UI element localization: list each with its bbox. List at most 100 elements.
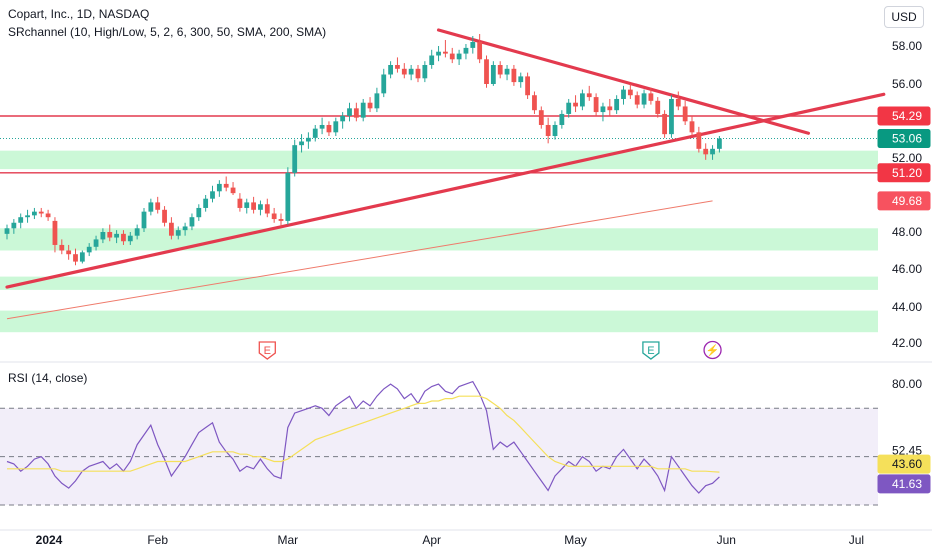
candle-body (532, 95, 537, 111)
price-tick-label: 56.00 (892, 77, 922, 91)
candle-body (484, 59, 489, 84)
candle-body (490, 65, 496, 84)
candle-body (11, 222, 17, 229)
indicator-legend[interactable]: SRchannel (10, High/Low, 5, 2, 6, 300, 5… (8, 25, 327, 39)
candle-body (408, 68, 414, 75)
sma-200 (6, 200, 713, 320)
candle-body (607, 106, 613, 111)
candle-body (210, 191, 215, 199)
candle-body (627, 89, 633, 96)
candle-body (367, 102, 373, 109)
candle-body (264, 204, 270, 214)
candle-body (703, 148, 709, 155)
earnings-icon (258, 341, 276, 360)
candle-body (504, 68, 510, 75)
candle-body (621, 89, 626, 99)
candle-body (717, 138, 722, 149)
time-tick-label: Mar (278, 533, 299, 547)
candle-body (162, 209, 167, 223)
candle-body (223, 183, 229, 188)
candle-body (306, 137, 311, 142)
candle-body (175, 230, 181, 236)
candle-body (696, 132, 702, 149)
candle-body (127, 235, 133, 242)
candle-body (580, 93, 585, 107)
candle-body (169, 222, 174, 236)
support-zone (0, 228, 878, 251)
rsi-tick-label: 80.00 (892, 377, 922, 391)
candle-body (196, 207, 202, 218)
candle-body (497, 65, 503, 75)
candle-body (449, 53, 455, 60)
candle-body (600, 106, 606, 113)
candlestick-series (4, 34, 722, 266)
candle-body (388, 65, 393, 75)
symbol-legend[interactable]: Copart, Inc., 1D, NASDAQ (8, 7, 150, 21)
candle-body (203, 198, 209, 208)
candle-body (422, 65, 428, 79)
candle-body (312, 128, 318, 138)
candle-body (38, 211, 44, 214)
sma-200-line (6, 200, 713, 320)
candle-body (415, 68, 421, 79)
candle-body (477, 42, 483, 60)
candle-body (141, 211, 147, 229)
candle-body (251, 202, 256, 210)
resistance-price-tag: 54.29 (892, 109, 922, 123)
candle-body (443, 51, 448, 54)
candle-body (374, 93, 380, 109)
time-tick-label: Jun (717, 533, 736, 547)
candle-body (285, 172, 291, 221)
candle-body (545, 124, 551, 136)
candle-body (593, 97, 599, 113)
candle-body (326, 124, 332, 133)
candle-body (381, 74, 387, 94)
candle-body (559, 113, 565, 125)
candle-body (552, 124, 558, 136)
candle-body (538, 110, 544, 125)
candle-body (237, 198, 243, 208)
candle-body (614, 98, 620, 111)
pane-separator (0, 361, 932, 531)
candle-body (675, 98, 681, 107)
candle-body (518, 76, 524, 83)
candle-body (347, 108, 352, 116)
rsi-series (6, 380, 720, 494)
candle-body (4, 228, 10, 234)
sma-price-tag: 49.68 (892, 194, 922, 208)
candle-body (299, 141, 304, 146)
candle-body (429, 55, 435, 65)
candle-body (258, 204, 263, 210)
price-tick-label: 58.00 (892, 39, 922, 53)
candle-body (59, 244, 65, 251)
candle-body (634, 95, 640, 105)
rsi-ma-tag-box (877, 454, 931, 474)
candle-body (32, 211, 37, 216)
rsi-tick-label: 52.45 (892, 444, 922, 458)
rsi-legend[interactable]: RSI (14, close) (8, 371, 88, 385)
candle-body (682, 106, 688, 122)
price-tick-label: 46.00 (892, 262, 922, 276)
candle-body (470, 42, 476, 48)
candle-body (73, 254, 78, 262)
earnings-icon (642, 341, 660, 360)
candle-body (511, 68, 517, 83)
trendline (436, 28, 811, 135)
price-tick-label: 52.00 (892, 151, 922, 165)
sma-price-tag-box (877, 191, 931, 211)
candle-body (278, 219, 284, 221)
time-axis: 2024 Feb Mar Apr May Jun Jul (36, 533, 864, 547)
currency-button[interactable]: USD (884, 6, 924, 28)
rsi-line (6, 380, 720, 494)
rsi-ma-tag: 43.60 (892, 457, 922, 471)
candle-body (244, 202, 250, 208)
resistance-price-tag-box (877, 106, 931, 126)
candle-body (45, 213, 51, 218)
candle-body (148, 202, 154, 212)
candle-body (710, 148, 715, 155)
last-price-tag: 53.06 (892, 132, 922, 146)
price-tags: 54.29 53.06 51.20 49.68 43.60 41.63 (877, 106, 931, 494)
support-zone (0, 310, 878, 333)
candle-body (25, 215, 30, 218)
candle-body (79, 252, 85, 262)
